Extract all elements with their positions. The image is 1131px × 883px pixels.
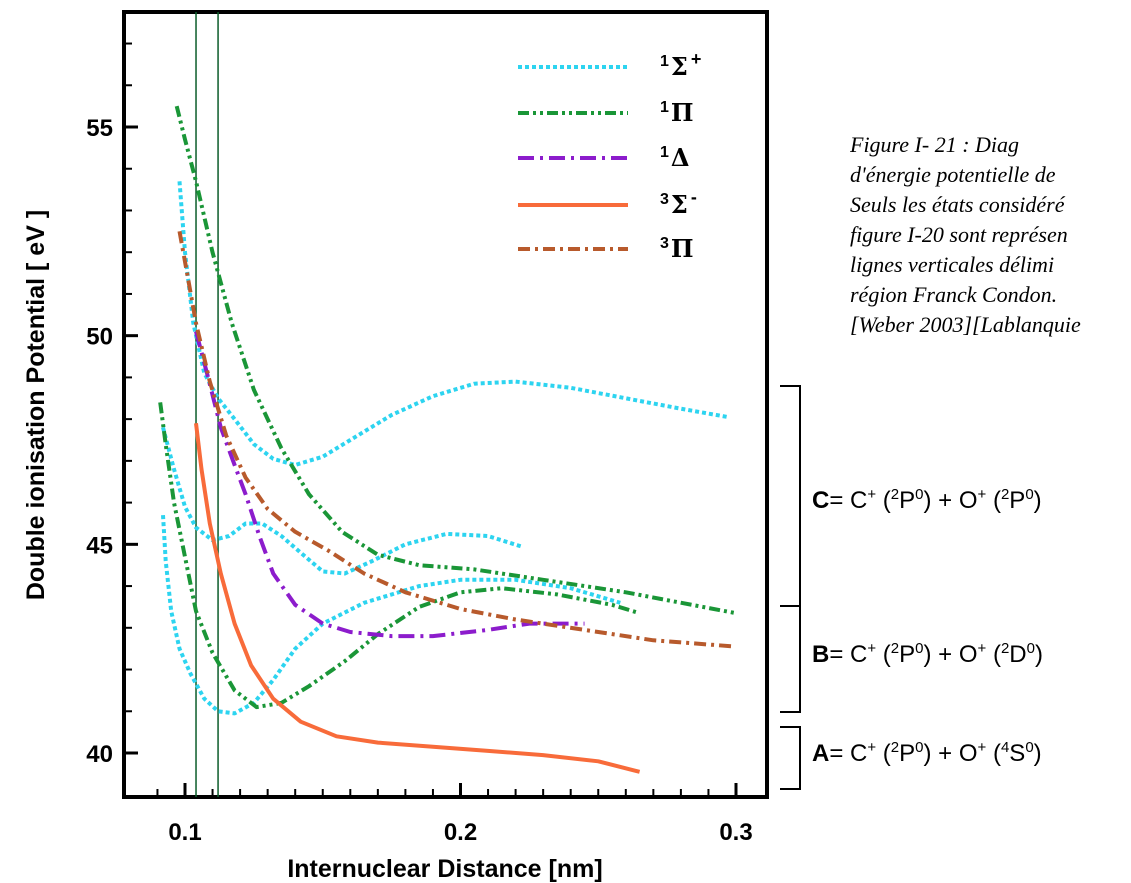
x-tick-label: 0.2 [444, 819, 477, 846]
bracket-a [780, 726, 801, 790]
plot-frame [122, 10, 769, 799]
y-tick-label: 55 [86, 115, 113, 142]
series-curve [177, 230, 737, 649]
legend-label: 1Π [660, 98, 694, 127]
caption-line: [Weber 2003][Lablanquie [850, 312, 1081, 337]
caption-line: figure I-20 sont représen [850, 222, 1068, 247]
figure-caption: Figure I- 21 : Diag d'énergie potentiell… [850, 130, 1131, 340]
caption-line: région Franck Condon. [850, 282, 1058, 307]
legend-label: 1Σ + [660, 49, 701, 81]
series-curve [194, 423, 641, 774]
x-tick-label: 0.1 [168, 819, 201, 846]
state-a-label: A= C+ (2P0) + O+ (4S0) [812, 739, 1042, 767]
legend-label: 3Σ - [660, 187, 697, 219]
caption-line: d'énergie potentielle de [850, 162, 1056, 187]
series-curve [177, 181, 729, 467]
series-curve [161, 426, 522, 576]
series-curve [158, 402, 641, 710]
y-axis-title: Double ionisation Potential [ eV ] [22, 210, 50, 600]
legend-label: 3Π [660, 234, 694, 263]
legend-label: 1Δ [660, 143, 690, 172]
state-letter: A [812, 740, 830, 767]
state-letter: B [812, 641, 830, 668]
state-letter: C [812, 487, 830, 514]
series-curve [161, 514, 621, 716]
caption-line: Seuls les états considéré [850, 192, 1065, 217]
series-curve [174, 105, 737, 616]
bracket-c [780, 385, 801, 607]
y-tick-label: 45 [86, 532, 113, 559]
series-curve [194, 330, 585, 639]
y-tick-label: 50 [86, 324, 113, 351]
caption-line: Figure I- 21 : Diag [850, 132, 1020, 157]
state-b-label: B= C+ (2P0) + O+ (2D0) [812, 640, 1043, 668]
caption-line: lignes verticales délimi [850, 252, 1055, 277]
x-axis-title: Internuclear Distance [nm] [287, 855, 602, 883]
state-c-label: C= C+ (2P0) + O+ (2P0) [812, 486, 1042, 514]
bracket-b [780, 605, 801, 713]
x-tick-label: 0.3 [719, 819, 752, 846]
y-tick-label: 40 [86, 741, 113, 768]
